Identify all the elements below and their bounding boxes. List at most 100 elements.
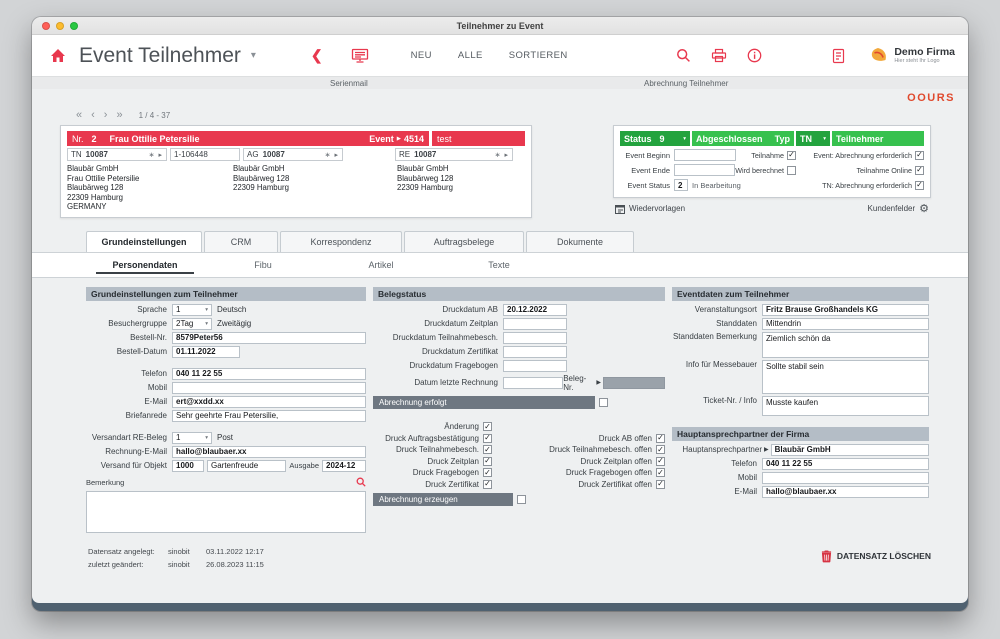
tab-korrespondenz[interactable]: Korrespondenz xyxy=(280,230,402,252)
first-record-button[interactable]: « xyxy=(76,109,83,121)
druck-zertifikat-offen-checkbox[interactable]: ✓ xyxy=(656,479,665,489)
subtab-texte[interactable]: Texte xyxy=(488,259,510,270)
status-card: Status 9 ▾ Abgeschlossen Typ TN xyxy=(613,125,931,198)
druck-fragebogen-offen-checkbox[interactable]: ✓ xyxy=(656,467,665,478)
event-number: 4514 xyxy=(403,133,424,144)
sortieren-button[interactable]: SORTIEREN xyxy=(508,50,568,61)
demo-firma-logo: Demo Firma Hier steht Ihr Logo xyxy=(867,46,955,65)
abrechnung-erzeugen-bar: Abrechnung erzeugen xyxy=(373,492,513,506)
kundenfelder-button[interactable]: Kundenfelder ⚙ xyxy=(867,203,929,215)
event-beginn-field[interactable] xyxy=(674,149,736,161)
hauptansprechpartner-open-icon[interactable]: ▶ xyxy=(764,447,769,454)
druckdatum-zertifikat-field[interactable] xyxy=(503,345,567,358)
druckdatum-fragebogen-field[interactable] xyxy=(503,359,567,372)
druck-zeitplan-offen-checkbox[interactable]: ✓ xyxy=(656,456,665,466)
telefon-field[interactable]: 040 11 22 55 xyxy=(172,367,366,380)
druck-auftragsbestaetigung-checkbox[interactable]: ✓ xyxy=(483,433,492,443)
next-record-button[interactable]: › xyxy=(103,109,108,121)
versand-objekt-text-field[interactable]: Gartenfreude xyxy=(207,459,287,472)
druckdatum-ab-field[interactable]: 20.12.2022 xyxy=(503,303,567,316)
druck-ab-offen-checkbox[interactable]: ✓ xyxy=(656,433,665,443)
rechnung-email-field[interactable]: hallo@blaubaer.xx xyxy=(172,445,366,458)
subtab-fibu[interactable]: Fibu xyxy=(254,259,272,270)
serienmail-button[interactable] xyxy=(351,48,369,64)
neu-button[interactable]: NEU xyxy=(410,50,432,61)
notes-button[interactable] xyxy=(832,48,845,64)
standdaten-field[interactable]: Mittendrin xyxy=(762,317,929,330)
briefanrede-field[interactable]: Sehr geehrte Frau Petersilie, xyxy=(172,409,366,422)
sprache-dropdown[interactable]: 1 ▾ xyxy=(172,303,212,316)
besuchergruppe-dropdown[interactable]: 2Tag ▾ xyxy=(172,317,212,330)
last-record-button[interactable]: » xyxy=(116,109,123,121)
window-title: Teilnehmer zu Event xyxy=(456,20,544,31)
versand-objekt-code-field[interactable]: 1000 xyxy=(172,459,204,472)
teilnehmer-bar: Teilnehmer xyxy=(832,131,924,146)
subtab-personendaten[interactable]: Personendaten xyxy=(86,253,204,277)
letzte-rechnung-field[interactable] xyxy=(503,376,564,389)
info-messebauer-field[interactable]: Sollte stabil sein xyxy=(762,359,929,394)
druck-zeitplan-checkbox[interactable]: ✓ xyxy=(483,456,492,466)
chevron-down-icon: ▾ xyxy=(205,320,208,327)
tn-abrechnung-checkbox[interactable]: ✓ xyxy=(915,180,924,190)
versandart-dropdown[interactable]: 1 ▾ xyxy=(172,431,212,444)
wiedervorlagen-button[interactable]: Wiedervorlagen xyxy=(615,204,685,214)
panel-belegstatus-title: Belegstatus xyxy=(373,286,665,301)
druck-zertifikat-checkbox[interactable]: ✓ xyxy=(483,479,492,489)
info-button[interactable] xyxy=(747,48,762,63)
close-button[interactable] xyxy=(42,22,50,30)
event-abrechnung-checkbox[interactable]: ✓ xyxy=(915,150,924,160)
event-open-icon[interactable]: ▶ xyxy=(396,135,401,142)
back-button[interactable]: ❮ xyxy=(310,47,323,63)
ticket-info-field[interactable]: Musste kaufen xyxy=(762,395,929,416)
haupt-telefon-field[interactable]: 040 11 22 55 xyxy=(762,457,929,470)
previous-record-button[interactable]: ‹ xyxy=(91,109,95,121)
app-window: Teilnehmer zu Event Event Teilnehmer ▾ ❮… xyxy=(32,17,968,611)
minimize-button[interactable] xyxy=(56,22,64,30)
subtab-artikel[interactable]: Artikel xyxy=(368,259,394,270)
typ-dropdown[interactable]: TN ▾ xyxy=(796,131,830,146)
trash-icon xyxy=(821,550,831,563)
search-bemerkung-icon[interactable] xyxy=(356,477,366,489)
print-button[interactable] xyxy=(711,48,727,63)
druckdatum-zeitplan-field[interactable] xyxy=(503,317,567,330)
druck-teilnahmebesch-checkbox[interactable]: ✓ xyxy=(483,444,492,455)
event-ende-field[interactable] xyxy=(674,164,736,176)
haupt-email-field[interactable]: hallo@blaubaer.xx xyxy=(762,485,929,498)
teilnahme-online-checkbox[interactable]: ✓ xyxy=(915,165,924,175)
ausgabe-field[interactable]: 2024-12 xyxy=(322,459,366,472)
beleg-nr-open-icon[interactable]: ▶ xyxy=(596,380,601,387)
druckdatum-teilnahmebesch-field[interactable] xyxy=(503,331,567,344)
beleg-nr-field[interactable] xyxy=(602,376,665,389)
tab-crm[interactable]: CRM xyxy=(204,230,278,252)
zoom-button[interactable] xyxy=(70,22,78,30)
tab-dokumente[interactable]: Dokumente xyxy=(526,230,634,252)
tab-auftragsbelege[interactable]: Auftragsbelege xyxy=(404,230,524,252)
delete-record-button[interactable]: DATENSATZ LÖSCHEN xyxy=(821,549,931,563)
haupt-mobil-field[interactable] xyxy=(762,471,929,484)
re-nav-icons[interactable]: ∗ ▸ xyxy=(494,151,509,159)
bestell-nr-field[interactable]: 8579Peter56 xyxy=(172,331,366,344)
tab-grundeinstellungen[interactable]: Grundeinstellungen xyxy=(86,230,202,252)
tn-nav-icons[interactable]: ∗ ▸ xyxy=(148,151,163,159)
druck-teilnahmebesch-offen-checkbox[interactable]: ✓ xyxy=(656,444,665,455)
ag-nav-icons[interactable]: ∗ ▸ xyxy=(324,151,339,159)
email-field[interactable]: ert@xxdd.xx xyxy=(172,395,366,408)
abrechnung-erzeugen-checkbox[interactable] xyxy=(517,494,526,504)
standdaten-bemerkung-field[interactable]: Ziemlich schön da xyxy=(762,331,929,358)
aenderung-checkbox[interactable]: ✓ xyxy=(483,421,492,432)
veranstaltungsort-field[interactable]: Fritz Brause Großhandels KG xyxy=(762,303,929,316)
bemerkung-field[interactable] xyxy=(86,490,366,533)
home-button[interactable] xyxy=(50,48,66,63)
alle-button[interactable]: ALLE xyxy=(457,50,483,61)
mobil-field[interactable] xyxy=(172,381,366,394)
bestell-datum-field[interactable]: 01.11.2022 xyxy=(172,345,240,358)
search-icon[interactable] xyxy=(676,48,691,63)
hauptansprechpartner-field[interactable]: Blaubär GmbH xyxy=(770,443,929,456)
chevron-down-icon[interactable]: ▾ xyxy=(250,50,256,61)
event-status-field[interactable]: 2 xyxy=(674,179,688,191)
abrechnung-erfolgt-checkbox[interactable] xyxy=(599,397,608,407)
druck-fragebogen-checkbox[interactable]: ✓ xyxy=(483,467,492,478)
wird-berechnet-checkbox[interactable] xyxy=(787,165,796,175)
status-dropdown[interactable]: Status 9 ▾ xyxy=(620,131,690,146)
teilnahme-checkbox[interactable]: ✓ xyxy=(787,150,796,160)
